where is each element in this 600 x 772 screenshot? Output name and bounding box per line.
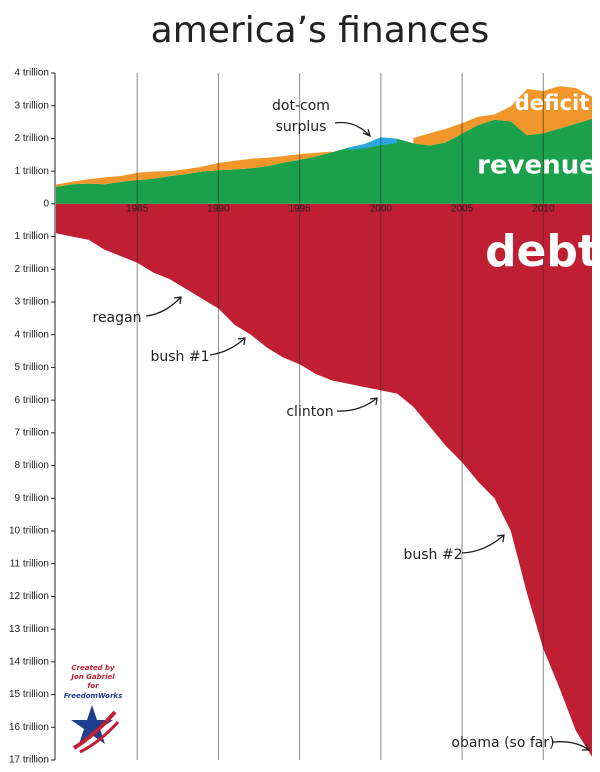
y-tick-label: 11 trillion xyxy=(10,558,49,569)
x-tick-label: 1985 xyxy=(126,203,149,214)
annotation: bush #2 xyxy=(403,547,462,563)
arrow xyxy=(461,534,505,554)
logo xyxy=(71,705,120,754)
arrow xyxy=(209,337,246,356)
credit: for xyxy=(87,682,99,690)
y-tick-label: 4 trillion xyxy=(15,68,49,79)
area xyxy=(413,86,592,146)
y-tick-label: 4 trillion xyxy=(15,329,49,340)
annotation: clinton xyxy=(286,404,333,420)
series-label: debt xyxy=(485,226,599,277)
area xyxy=(56,151,333,187)
y-tick-label: 7 trillion xyxy=(15,427,49,438)
area xyxy=(56,203,592,757)
y-tick-label: 13 trillion xyxy=(9,624,49,635)
y-tick-label: 2 trillion xyxy=(15,264,49,275)
y-tick-label: 16 trillion xyxy=(9,722,49,733)
x-tick-label: 2005 xyxy=(451,203,474,214)
series-label: deficit xyxy=(515,91,590,115)
y-tick-label: 3 trillion xyxy=(15,297,49,308)
annotation: reagan xyxy=(93,310,142,326)
arrow xyxy=(334,121,372,138)
x-tick-label: 2000 xyxy=(370,203,393,214)
arrow xyxy=(336,397,378,412)
y-tick-label: 0 xyxy=(43,198,49,209)
annotation: bush #1 xyxy=(150,349,209,365)
area xyxy=(348,137,398,150)
y-tick-label: 2 trillion xyxy=(15,133,49,144)
y-tick-label: 8 trillion xyxy=(15,460,49,471)
annotation: obama (so far) xyxy=(451,735,554,751)
x-tick-label: 1995 xyxy=(289,203,312,214)
credit: Jon Gabriel xyxy=(69,673,115,681)
y-tick-label: 14 trillion xyxy=(9,656,49,667)
area xyxy=(56,118,592,204)
x-tick-label: 1990 xyxy=(207,203,230,214)
annotation: dot-com xyxy=(272,98,330,114)
y-tick-label: 1 trillion xyxy=(15,166,49,177)
annotation: surplus xyxy=(276,119,327,135)
chart-title: america’s finances xyxy=(151,10,490,51)
y-tick-label: 10 trillion xyxy=(9,526,49,537)
annotations: deficit revenue debt dot-com surplus rea… xyxy=(64,91,599,754)
arrow xyxy=(552,741,591,751)
x-tick-label: 2010 xyxy=(532,203,555,214)
y-tick-label: 17 trillion xyxy=(9,755,49,766)
y-tick-label: 1 trillion xyxy=(15,231,49,242)
arrow xyxy=(145,296,182,317)
y-tick-label: 3 trillion xyxy=(15,100,49,111)
y-tick-label: 6 trillion xyxy=(15,395,49,406)
credit: Created by xyxy=(71,664,115,672)
y-tick-label: 12 trillion xyxy=(9,591,49,602)
plot-area: 1985 1990 1995 2000 2005 2010 4 trillion 3 tril… xyxy=(9,68,592,766)
series-label: revenue xyxy=(477,151,597,181)
y-tick-label: 15 trillion xyxy=(9,689,49,700)
y-tick-label: 5 trillion xyxy=(15,362,49,373)
credit: FreedomWorks xyxy=(64,692,123,700)
y-tick-label: 9 trillion xyxy=(15,493,49,504)
